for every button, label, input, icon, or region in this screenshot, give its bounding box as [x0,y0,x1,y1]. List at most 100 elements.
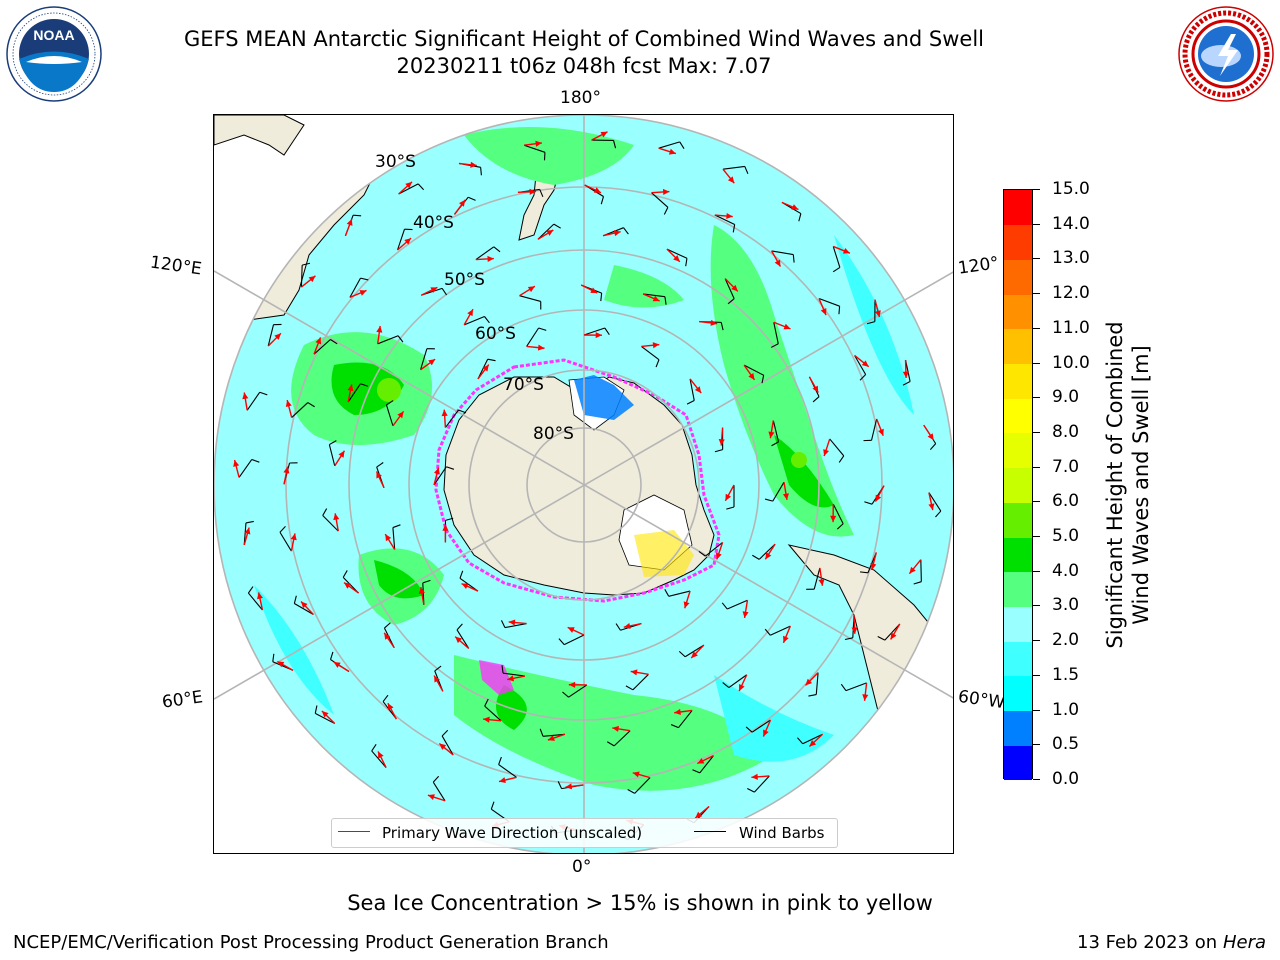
wind-barb-flag [844,637,853,641]
wind-barb [818,298,840,307]
wind-barb-flag [480,167,482,176]
wind-barb-flag [771,441,779,447]
legend-wave-swatch [338,831,370,832]
wind-barb-flag [686,400,695,405]
wind-barb [463,315,485,326]
wind-barb-flag [392,524,401,529]
wave-arrow-head [470,161,477,168]
wave-arrow-head [527,286,535,293]
wave-arrow-head [537,344,545,351]
colorbar-tick [1033,501,1040,503]
noaa-logo-text: NOAA [33,27,74,43]
wind-barb [727,599,748,610]
wave-arrow-head [507,675,515,682]
wave-arrow-head [418,587,425,594]
wave-arrow-head [321,710,329,718]
wind-barb-flag [625,685,634,691]
wind-barb [542,733,565,737]
wave-arrow-head [285,400,292,407]
wind-barb-flag [467,196,476,201]
wave-arrow-head [768,431,775,439]
wave-arrow-head [691,651,698,658]
wind-barb [291,402,309,418]
wind-barb [666,248,688,259]
wind-barb-flag [445,517,454,521]
colorbar-segment [1004,190,1032,226]
wind-barb [632,673,649,691]
wind-barb-flag [722,682,730,689]
wind-barb [728,674,748,689]
wind-barb-flag [745,726,753,733]
lat-label-80s: 80°S [533,424,574,444]
wind-barb-flag [935,510,942,518]
wave-arrow-head [809,740,817,747]
wave-arrow-head [630,669,638,676]
wind-barb [246,391,261,411]
footer-date-text: 13 Feb 2023 on [1077,932,1218,953]
wind-barb-flag [664,589,670,597]
wave-arrow-head [565,783,573,790]
wind-barb-flag [330,339,338,345]
wind-barb-flag [484,698,489,707]
colorbar-tick [1033,570,1040,572]
wave-arrow-head [347,384,354,392]
wave-arrow-head [595,332,602,339]
wave-arrow-head [725,493,732,501]
wave-arrow-head [455,636,462,644]
wave-arrow-head [378,751,384,759]
wind-barb-flag [832,266,841,273]
wind-barb-flag [838,455,845,463]
wave-arrow-head [397,411,404,419]
wind-barb-flag [685,258,688,267]
wind-barb [634,777,651,794]
wave-arrow-head [715,552,722,560]
wind-barb-flag [279,526,286,533]
wind-barb [398,183,419,195]
wind-barb [385,404,394,427]
wind-barb-flag [836,523,844,530]
colorbar-tick-label: 3.0 [1052,595,1080,616]
wave-arrow-head [384,632,391,640]
wind-barb [845,682,867,692]
wave-arrow-head [748,372,755,380]
wind-barb [651,192,669,208]
noaa-logo: NOAA [6,6,102,102]
wave-arrow-head [697,757,705,764]
wave-arrow-head [467,309,474,317]
wave-arrow-head [346,218,353,226]
wave-arrow-head [308,275,316,283]
wind-barb-flag [744,166,749,174]
wave-arrow-head [727,176,735,184]
wind-barb-flag [792,254,795,263]
wave-arrow-head [483,716,490,723]
wave-arrow-head [782,493,789,500]
wind-barb [328,444,336,467]
wind-barb-flag [726,506,735,510]
wind-barb-flag [747,787,755,793]
wave-arrow-head [791,204,799,210]
wind-barb-flag [692,769,701,774]
wave-arrow-head [404,238,412,245]
wave-arrow-head [830,515,837,523]
wind-barb-flag [501,665,504,674]
colorbar-segment [1004,641,1032,677]
colorbar-label-line2: Wind Waves and Swell [m] [1129,345,1153,625]
colorbar-tick-label: 11.0 [1052,317,1090,338]
colorbar-tick-label: 0.5 [1052,734,1080,755]
map-canvas [214,115,953,853]
wave-arrow-head [430,287,438,293]
colorbar-tick [1033,189,1040,190]
wave-arrow-head [244,527,251,535]
colorbar-tick [1033,640,1040,642]
wind-barb [441,735,454,756]
wind-barb-flag [877,635,886,641]
wind-barb-flag [732,224,736,233]
colorbar-tick-label: 4.0 [1052,560,1080,581]
wind-barb-flag [422,579,431,584]
colorbar-segment [1004,224,1032,260]
colorbar-tick-label: 12.0 [1052,283,1090,304]
wind-barb-flag [727,298,735,305]
wind-barb [772,420,780,443]
lat-label-70s: 70°S [503,375,544,395]
colorbar-tick-label: 5.0 [1052,526,1080,547]
